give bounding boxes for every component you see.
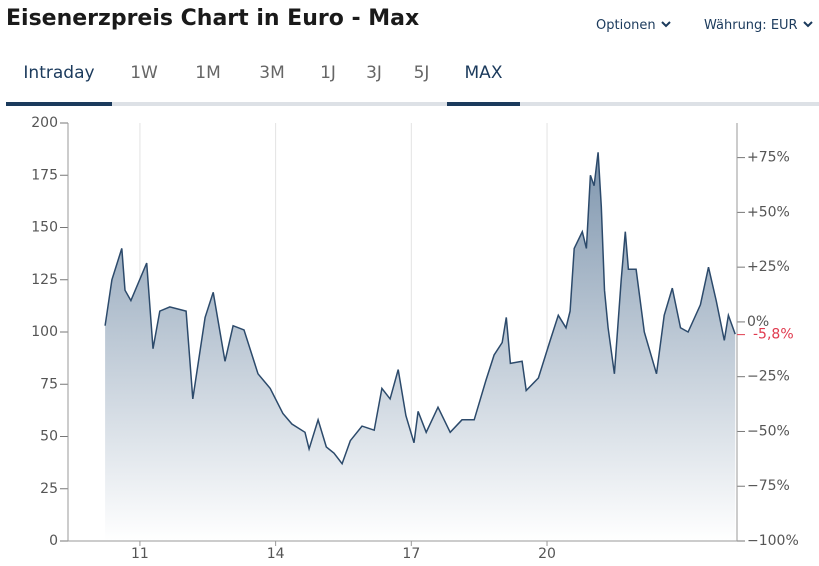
- tab[interactable]: MAX: [447, 58, 520, 106]
- tab[interactable]: 1J: [320, 63, 336, 83]
- tab[interactable]: 3J: [366, 63, 382, 83]
- tab[interactable]: 1M: [195, 63, 221, 83]
- y-tick-label: 50: [40, 429, 58, 445]
- x-tick-label: 17: [402, 546, 420, 562]
- y2-tick-label: −75%: [747, 478, 790, 494]
- tab[interactable]: 3M: [259, 63, 285, 83]
- options-menu[interactable]: Optionen: [596, 18, 672, 33]
- options-label: Optionen: [596, 18, 656, 33]
- y-tick-label: 100: [31, 324, 58, 340]
- y-tick-label: 75: [40, 376, 58, 392]
- y2-tick-label: −50%: [747, 423, 790, 439]
- line: [104, 152, 736, 466]
- x-tick-label: 14: [267, 546, 285, 562]
- y2-tick-label: +25%: [747, 259, 790, 275]
- tab[interactable]: 5J: [413, 63, 430, 83]
- currency-label: Währung: EUR: [704, 18, 798, 33]
- y-tick-label: 200: [31, 115, 58, 131]
- tab[interactable]: 1W: [130, 63, 158, 83]
- currency-menu[interactable]: Währung: EUR: [704, 18, 814, 33]
- y2-tick-label: +50%: [747, 204, 790, 220]
- area: [105, 152, 736, 542]
- y-tick-label: 125: [31, 272, 58, 288]
- y2-tick-label: −25%: [747, 369, 790, 385]
- chevron: [803, 21, 813, 28]
- y-tick-label: 150: [31, 220, 58, 236]
- chevron: [661, 21, 671, 28]
- y-tick-label: 175: [31, 167, 58, 183]
- x-tick-label: 20: [538, 546, 556, 562]
- y2-tick-label: 0%: [747, 314, 769, 330]
- tab-bar: Intraday 1W 1M 3M 1J 3J 5J MAX: [6, 58, 819, 106]
- y2-tick-label: +75%: [747, 150, 790, 166]
- x-tick-label: 11: [131, 546, 149, 562]
- current-change-label: -5,8%: [753, 327, 794, 343]
- page-title: Eisenerzpreis Chart in Euro - Max: [6, 6, 420, 31]
- y-tick-label: 0: [49, 533, 58, 549]
- y-tick-label: 25: [40, 481, 58, 497]
- tab[interactable]: Intraday: [6, 58, 112, 106]
- y2-tick-label: −100%: [747, 533, 799, 549]
